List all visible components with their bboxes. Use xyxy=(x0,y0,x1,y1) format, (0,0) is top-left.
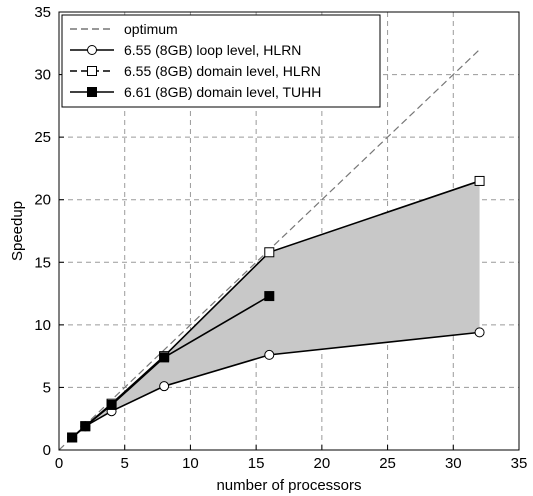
legend-entry: 6.61 (8GB) domain level, TUHH xyxy=(70,84,321,100)
series-3 xyxy=(67,291,275,443)
filled-square-marker xyxy=(87,87,97,97)
x-tick-label: 0 xyxy=(55,455,63,472)
legend-entry: 6.55 (8GB) domain level, HLRN xyxy=(70,63,321,79)
square-marker xyxy=(474,175,485,186)
legend-label: 6.55 (8GB) domain level, HLRN xyxy=(124,63,321,79)
x-tick-label: 5 xyxy=(121,455,129,472)
legend-box xyxy=(61,14,381,108)
x-tick-label: 25 xyxy=(379,455,396,472)
y-tick-label: 15 xyxy=(34,254,51,271)
filled-square-marker xyxy=(106,399,117,410)
square-marker xyxy=(264,247,275,258)
y-tick-label: 25 xyxy=(34,129,51,146)
y-tick-label: 20 xyxy=(34,192,51,209)
x-tick-label: 10 xyxy=(182,455,199,472)
circle-marker xyxy=(264,349,275,360)
circle-marker xyxy=(87,45,97,55)
x-tick-label: 15 xyxy=(248,455,265,472)
circle-marker xyxy=(159,381,170,392)
legend-entry: optimum xyxy=(70,21,178,37)
y-tick-label: 0 xyxy=(43,442,51,459)
square-marker xyxy=(87,66,97,76)
legend-entry: 6.55 (8GB) loop level, HLRN xyxy=(70,42,301,58)
filled-square-marker xyxy=(159,352,170,363)
circle-marker xyxy=(474,327,485,338)
y-axis-label: Speedup xyxy=(9,201,26,261)
series-layer xyxy=(58,49,485,451)
y-tick-label: 30 xyxy=(34,67,51,84)
shaded-region xyxy=(72,180,480,438)
x-tick-label: 35 xyxy=(511,455,528,472)
y-tick-label: 10 xyxy=(34,317,51,334)
plot-frame xyxy=(58,11,520,451)
y-tick-label: 35 xyxy=(34,4,51,21)
filled-square-marker xyxy=(80,421,91,432)
filled-square-marker xyxy=(264,291,275,302)
shaded-region-group xyxy=(72,180,480,438)
x-tick-label: 20 xyxy=(314,455,331,472)
y-tick-label: 5 xyxy=(43,379,51,396)
filled-square-marker xyxy=(67,432,78,443)
legend: optimum 6.55 (8GB) loop level, HLRN 6.55 (… xyxy=(61,14,381,108)
x-tick-label: 30 xyxy=(445,455,462,472)
legend-label: 6.55 (8GB) loop level, HLRN xyxy=(124,42,301,58)
axis-ticks: 0 5 10 15 20 25 30 35 0 5 10 15 20 25 30 35 xyxy=(34,4,527,472)
x-axis-label: number of processors xyxy=(216,477,361,494)
legend-label: optimum xyxy=(124,21,178,37)
legend-label: 6.61 (8GB) domain level, TUHH xyxy=(124,84,321,100)
